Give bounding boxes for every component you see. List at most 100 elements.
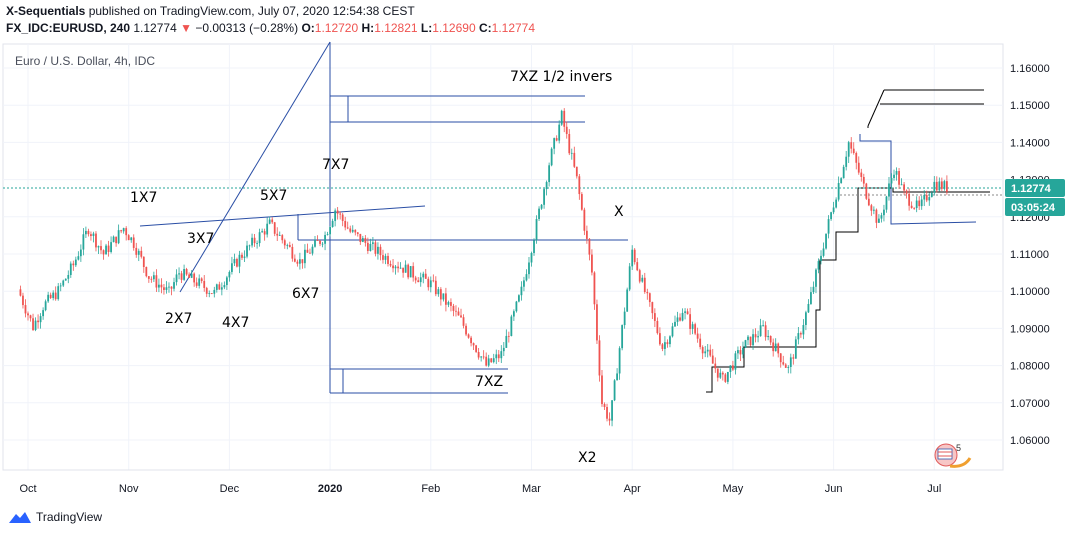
candle-body — [447, 302, 450, 305]
candle-body — [684, 311, 686, 313]
candle-body — [452, 305, 455, 311]
candle-body — [669, 336, 671, 345]
candle-body — [57, 286, 60, 300]
candle-body — [857, 162, 860, 173]
candle-body — [729, 365, 732, 372]
candle-body — [397, 266, 399, 269]
time-axis[interactable]: Oct Nov Dec 2020 Feb Mar Apr May Jun Jul — [3, 469, 1003, 495]
candle-body — [699, 338, 702, 348]
candle-body — [22, 295, 24, 306]
candle-body — [565, 126, 568, 135]
candle-body — [757, 336, 759, 338]
candle-body — [895, 171, 898, 175]
candle-body — [812, 286, 815, 293]
candle-body — [732, 365, 734, 370]
candle-body — [198, 278, 201, 286]
x-tick-label: Feb — [421, 483, 440, 495]
candle-body — [631, 249, 634, 267]
candle-body — [69, 263, 72, 275]
low-value: 1.12690 — [432, 21, 476, 35]
candle-body — [32, 318, 34, 330]
candle-body — [880, 215, 883, 219]
candle-body — [321, 243, 324, 245]
candle-body — [638, 270, 641, 282]
candle-body — [719, 372, 722, 378]
candle-body — [510, 316, 513, 336]
open-value: 1.12720 — [314, 21, 359, 35]
candle-body — [110, 242, 112, 252]
candle-body — [434, 280, 437, 295]
x-tick-label: Oct — [19, 483, 36, 495]
candle-body — [150, 278, 153, 280]
candle-body — [883, 209, 885, 216]
candle-body — [102, 250, 105, 255]
candle-body — [724, 374, 727, 382]
candle-body — [382, 255, 384, 260]
candle-body — [553, 138, 556, 149]
candle-body — [671, 326, 674, 337]
candle-body — [316, 239, 319, 241]
trend-line — [179, 41, 331, 293]
candle-body — [165, 287, 168, 290]
candle-body — [495, 354, 498, 359]
candle-body — [523, 280, 525, 287]
candle-body — [515, 301, 518, 312]
candle-body — [233, 258, 236, 264]
candle-body — [450, 302, 452, 306]
candle-body — [490, 358, 493, 363]
candle-body — [460, 315, 462, 318]
candle-body — [560, 110, 563, 125]
candle-body — [135, 247, 138, 255]
candle-body — [893, 174, 895, 179]
candle-body — [462, 317, 465, 326]
candle-body — [585, 230, 588, 239]
candle-body — [236, 258, 238, 267]
candle-body — [533, 240, 535, 254]
candle-body — [137, 250, 140, 255]
candle-body — [802, 324, 805, 335]
candle-body — [779, 353, 782, 363]
candle-body — [477, 351, 480, 358]
annotation-label: 6X7 — [292, 286, 319, 302]
candle-body — [457, 311, 460, 316]
brand-name[interactable]: TradingView — [36, 510, 103, 524]
author-name[interactable]: X-Sequentials — [6, 4, 86, 18]
candle-body — [44, 301, 47, 311]
candle-body — [674, 321, 676, 327]
annotation-label: 1X7 — [130, 190, 157, 206]
candle-body — [593, 272, 596, 305]
candle-body — [825, 233, 827, 249]
candle-body — [67, 274, 70, 279]
candle-body — [107, 245, 110, 252]
candle-body — [140, 250, 143, 257]
candle-body — [228, 271, 231, 278]
candle-body — [439, 289, 442, 300]
candle-body — [238, 254, 241, 267]
candle-body — [525, 274, 528, 281]
candle-body — [432, 280, 435, 282]
tradingview-logo-icon[interactable] — [8, 510, 32, 524]
candle-body — [658, 333, 661, 345]
candle-body — [261, 231, 264, 233]
candle-body — [256, 243, 258, 244]
trend-line — [867, 89, 885, 127]
candle-body — [334, 210, 337, 221]
candle-body — [573, 152, 576, 167]
candle-body — [309, 252, 311, 254]
candle-body — [538, 208, 540, 220]
annotation-layer: 1X7 2X7 3X7 4X7 5X7 6X7 7X7 7XZ 1/2 invers 7XZ X X… — [130, 69, 624, 466]
price-chart[interactable]: 1.160001.150001.140001.130001.120001.110… — [0, 40, 1073, 505]
price-axis[interactable]: 1.160001.150001.140001.130001.120001.110… — [1010, 63, 1050, 447]
candle-body — [87, 230, 90, 235]
candle-body — [163, 287, 165, 290]
candle-body — [545, 182, 548, 190]
candle-body — [762, 325, 765, 327]
candle-body — [326, 234, 329, 236]
candle-body — [379, 246, 382, 256]
flag-icon[interactable]: 5 — [934, 443, 972, 468]
candle-body — [311, 246, 314, 254]
candle-body — [341, 214, 344, 221]
candle-body — [807, 303, 810, 313]
candle-body — [852, 148, 855, 153]
candle-body — [737, 350, 739, 354]
